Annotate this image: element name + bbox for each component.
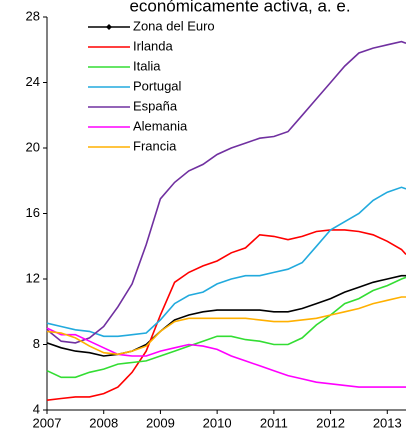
series-line xyxy=(46,229,406,401)
series-line xyxy=(46,296,406,356)
y-tick-label: 16 xyxy=(26,205,40,220)
x-tick-label: 2011 xyxy=(260,415,288,430)
x-tick-label: 2009 xyxy=(146,415,175,430)
y-tick-label: 28 xyxy=(26,8,40,23)
legend-label: Francia xyxy=(133,138,177,153)
y-tick-label: 8 xyxy=(33,336,40,351)
series-line xyxy=(46,274,406,357)
legend-label: Italia xyxy=(133,58,161,73)
legend-label: Zona del Euro xyxy=(133,18,215,33)
x-tick-label: 2007 xyxy=(33,415,62,430)
y-tick-label: 24 xyxy=(26,74,40,89)
y-tick-label: 4 xyxy=(33,401,40,416)
y-tick-label: 12 xyxy=(26,270,40,285)
legend-marker xyxy=(106,24,112,30)
series-line xyxy=(46,40,406,344)
series-line xyxy=(46,327,406,388)
chart-title: económicamente activa, a. e. xyxy=(129,0,350,15)
legend-label: Portugal xyxy=(133,78,182,93)
legend-label: Alemania xyxy=(133,118,188,133)
x-tick-label: 2013 xyxy=(373,415,402,430)
series-line xyxy=(46,186,406,338)
x-tick-label: 2008 xyxy=(89,415,118,430)
y-tick-label: 20 xyxy=(26,139,40,154)
series-line xyxy=(46,276,406,379)
x-tick-label: 2012 xyxy=(316,415,345,430)
legend-label: España xyxy=(133,98,178,113)
legend-label: Irlanda xyxy=(133,38,174,53)
x-tick-label: 2010 xyxy=(203,415,232,430)
